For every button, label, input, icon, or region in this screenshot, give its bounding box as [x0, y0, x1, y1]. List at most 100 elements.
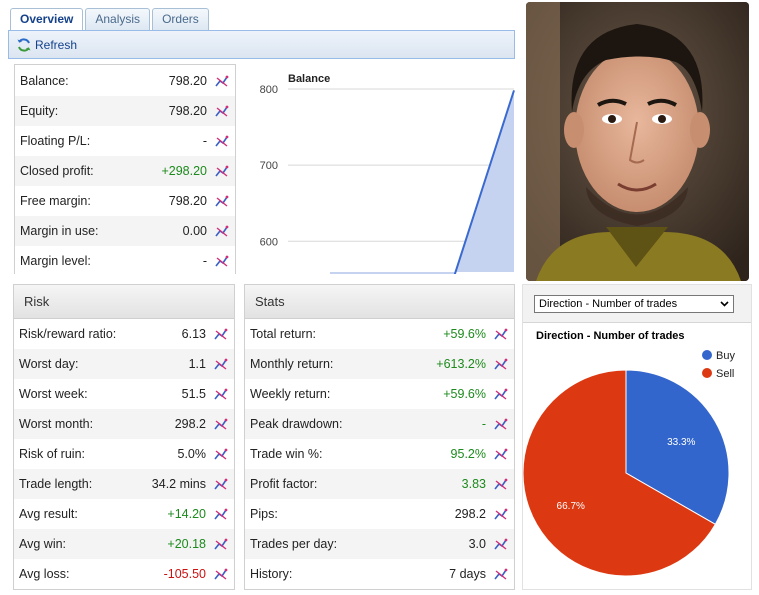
chart-link-icon[interactable]: [215, 104, 229, 118]
stat-value: 34.2 mins: [151, 477, 206, 491]
pie-slice-label: 66.7%: [557, 501, 585, 512]
chart-link-icon[interactable]: [214, 357, 228, 371]
stat-value: -: [202, 254, 207, 268]
stat-value: 5.0%: [177, 447, 207, 461]
stat-label: Peak drawdown:: [250, 417, 343, 431]
stat-row: Balance: 798.20: [15, 66, 235, 96]
stat-value: +613.2%: [436, 357, 486, 371]
tab-overview[interactable]: Overview: [10, 8, 84, 31]
risk-panel-title: Risk: [14, 285, 234, 319]
chart-link-icon[interactable]: [494, 507, 508, 521]
tab-divider: [8, 30, 515, 31]
chart-link-icon[interactable]: [215, 224, 229, 238]
stat-label: History:: [250, 567, 293, 581]
stat-label: Worst day:: [19, 357, 79, 371]
chart-link-icon[interactable]: [214, 327, 228, 341]
legend-label: Sell: [716, 368, 734, 380]
chart-link-icon[interactable]: [215, 134, 229, 148]
tab-analysis[interactable]: Analysis: [85, 8, 151, 30]
chart-link-icon[interactable]: [215, 74, 229, 88]
direction-pie-chart: Direction - Number of trades 33.3% 66.7% B…: [522, 330, 735, 577]
stat-row: Closed profit: +298.20: [15, 156, 235, 186]
balance-y-tick: 700: [260, 160, 278, 172]
chart-link-icon[interactable]: [494, 327, 508, 341]
stat-label: Avg result:: [19, 507, 78, 521]
chart-link-icon[interactable]: [494, 447, 508, 461]
chart-link-icon[interactable]: [494, 567, 508, 581]
direction-panel: Direction - Number of trades Direction -…: [522, 284, 752, 590]
chart-link-icon[interactable]: [494, 357, 508, 371]
stats-panel-title: Stats: [245, 285, 514, 319]
pie-slice-sell[interactable]: [522, 369, 716, 577]
chart-link-icon[interactable]: [494, 417, 508, 431]
stat-label: Closed profit:: [20, 164, 94, 178]
chart-link-icon[interactable]: [214, 567, 228, 581]
stat-row: Floating P/L: -: [15, 126, 235, 156]
stat-row: Free margin: 798.20: [15, 186, 235, 216]
chart-link-icon[interactable]: [214, 477, 228, 491]
legend-swatch: [702, 368, 712, 378]
stat-value: 3.0: [468, 537, 486, 551]
chart-link-icon[interactable]: [494, 477, 508, 491]
legend-swatch: [702, 350, 712, 360]
stat-value: 51.5: [181, 387, 206, 401]
account-panel: Balance: 798.20 Equity: 798.20 Floating P/L:…: [14, 64, 236, 274]
refresh-icon: [17, 38, 31, 52]
stat-value: +298.20: [161, 164, 207, 178]
stat-value: -: [202, 134, 207, 148]
chart-link-icon[interactable]: [494, 537, 508, 551]
chevron-down-icon: [720, 301, 729, 307]
pie-slice-buy[interactable]: [625, 369, 730, 525]
stat-label: Balance:: [20, 74, 69, 88]
stat-value: +59.6%: [443, 387, 486, 401]
chart-link-icon[interactable]: [214, 447, 228, 461]
refresh-button[interactable]: Refresh: [16, 36, 77, 54]
chart-link-icon[interactable]: [494, 387, 508, 401]
stat-row: Monthly return: +613.2%: [245, 349, 514, 379]
stat-row: Risk/reward ratio: 6.13: [14, 319, 234, 349]
direction-select[interactable]: Direction - Number of trades: [534, 295, 734, 313]
legend-label: Buy: [716, 350, 735, 362]
chart-link-icon[interactable]: [215, 194, 229, 208]
stat-value: 3.83: [461, 477, 486, 491]
balance-y-tick: 600: [260, 236, 278, 248]
balance-y-tick: 800: [260, 84, 278, 96]
stat-label: Monthly return:: [250, 357, 334, 371]
chart-link-icon[interactable]: [215, 164, 229, 178]
stat-row: Weekly return: +59.6%: [245, 379, 514, 409]
stat-row: Profit factor: 3.83: [245, 469, 514, 499]
refresh-label: Refresh: [35, 38, 78, 52]
direction-select-value: Direction - Number of trades: [539, 298, 678, 310]
stat-value: +59.6%: [443, 327, 486, 341]
stat-row: Trade length: 34.2 mins: [14, 469, 234, 499]
stat-value: 0.00: [182, 224, 207, 238]
stat-label: Risk/reward ratio:: [19, 327, 117, 341]
chart-link-icon[interactable]: [214, 507, 228, 521]
risk-panel: Risk Risk/reward ratio: 6.13 Worst day: 1.1…: [13, 284, 235, 590]
chart-link-icon[interactable]: [214, 387, 228, 401]
stat-label: Trades per day:: [250, 537, 338, 551]
stat-row: Avg win: +20.18: [14, 529, 234, 559]
stat-row: Worst month: 298.2: [14, 409, 234, 439]
stat-row: Trades per day: 3.0: [245, 529, 514, 559]
chart-link-icon[interactable]: [215, 254, 229, 268]
chart-link-icon[interactable]: [214, 417, 228, 431]
stat-row: Peak drawdown: -: [245, 409, 514, 439]
stat-row: Margin in use: 0.00: [15, 216, 235, 246]
pie-chart-title: Direction - Number of trades: [536, 330, 685, 342]
tab-orders[interactable]: Orders: [152, 8, 209, 30]
stat-row: Worst day: 1.1: [14, 349, 234, 379]
stat-row: Trade win %: 95.2%: [245, 439, 514, 469]
stat-label: Risk of ruin:: [19, 447, 85, 461]
stat-value: -105.50: [163, 567, 206, 581]
stat-row: History: 7 days: [245, 559, 514, 589]
stat-row: Avg result: +14.20: [14, 499, 234, 529]
stat-label: Margin in use:: [20, 224, 99, 238]
stat-label: Avg win:: [19, 537, 67, 551]
stat-value: 1.1: [188, 357, 206, 371]
stat-label: Free margin:: [20, 194, 91, 208]
stat-label: Trade length:: [19, 477, 93, 491]
stat-row: Equity: 798.20: [15, 96, 235, 126]
chart-link-icon[interactable]: [214, 537, 228, 551]
stats-panel: Stats Total return: +59.6% Monthly return:…: [244, 284, 515, 590]
